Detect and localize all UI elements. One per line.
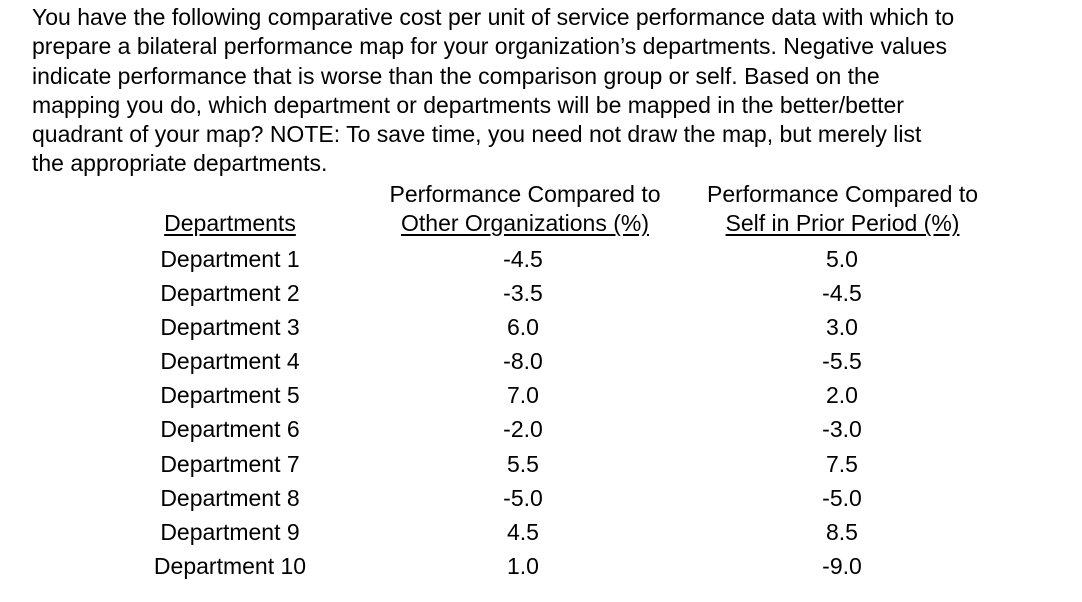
table-row: Department 3 6.0 3.0: [0, 310, 1082, 344]
header-other-line2: Other Organizations (%): [401, 210, 649, 236]
self-prior-period-cell: -4.5: [822, 280, 862, 307]
table-row: Department 7 5.5 7.5: [0, 447, 1082, 481]
header-other-line1: Performance Compared to: [389, 181, 661, 207]
header-self-line1: Performance Compared to: [706, 181, 978, 207]
other-organizations-cell: 7.0: [507, 382, 539, 409]
self-prior-period-cell: -9.0: [822, 552, 862, 579]
other-organizations-cell: -5.0: [503, 484, 543, 511]
table-row: Department 4 -8.0 -5.5: [0, 344, 1082, 378]
department-cell: Department 9: [160, 518, 300, 545]
self-prior-period-cell: -5.5: [822, 348, 862, 375]
self-prior-period-cell: -5.0: [822, 484, 862, 511]
table-row: Department 1 -4.5 5.0: [0, 242, 1082, 276]
other-organizations-cell: -4.5: [503, 246, 543, 272]
table-row: Department 10 1.0 -9.0: [0, 549, 1082, 583]
table-row: Department 9 4.5 8.5: [0, 515, 1082, 549]
self-prior-period-cell: 5.0: [826, 246, 858, 272]
header-self-prior-period: Performance Compared to Self in Prior Pe…: [680, 180, 1005, 238]
header-other-organizations: Performance Compared to Other Organizati…: [360, 180, 690, 238]
department-cell: Department 2: [160, 280, 300, 307]
other-organizations-cell: 5.5: [507, 450, 539, 477]
other-organizations-cell: -2.0: [503, 416, 543, 443]
header-self-line2: Self in Prior Period (%): [725, 210, 960, 236]
self-prior-period-cell: 8.5: [826, 518, 858, 545]
other-organizations-cell: 1.0: [507, 552, 539, 579]
other-organizations-cell: 4.5: [507, 518, 539, 545]
table-body: Department 1 -4.5 5.0 Department 2 -3.5 …: [0, 242, 1082, 583]
header-departments: Departments: [130, 209, 330, 238]
table-row: Department 6 -2.0 -3.0: [0, 412, 1082, 446]
department-cell: Department 8: [160, 484, 300, 511]
table-row: Department 5 7.0 2.0: [0, 378, 1082, 412]
other-organizations-cell: -8.0: [503, 348, 543, 375]
department-cell: Department 6: [160, 416, 300, 443]
department-cell: Department 3: [160, 314, 300, 341]
department-cell: Department 10: [153, 552, 307, 579]
department-cell: Department 5: [160, 382, 300, 409]
table-row: Department 8 -5.0 -5.0: [0, 481, 1082, 515]
question-text: You have the following comparative cost …: [32, 4, 955, 177]
department-cell: Department 4: [160, 348, 300, 375]
header-departments-label: Departments: [164, 210, 296, 236]
department-cell: Department 7: [160, 450, 300, 477]
other-organizations-cell: -3.5: [503, 280, 543, 307]
other-organizations-cell: 6.0: [507, 314, 539, 341]
department-cell: Department 1: [160, 246, 300, 272]
table-row: Department 2 -3.5 -4.5: [0, 276, 1082, 310]
self-prior-period-cell: 7.5: [826, 450, 858, 477]
self-prior-period-cell: 2.0: [826, 382, 858, 409]
self-prior-period-cell: 3.0: [826, 314, 858, 341]
self-prior-period-cell: -3.0: [822, 416, 862, 443]
performance-table: Departments Performance Compared to Othe…: [0, 180, 1082, 600]
